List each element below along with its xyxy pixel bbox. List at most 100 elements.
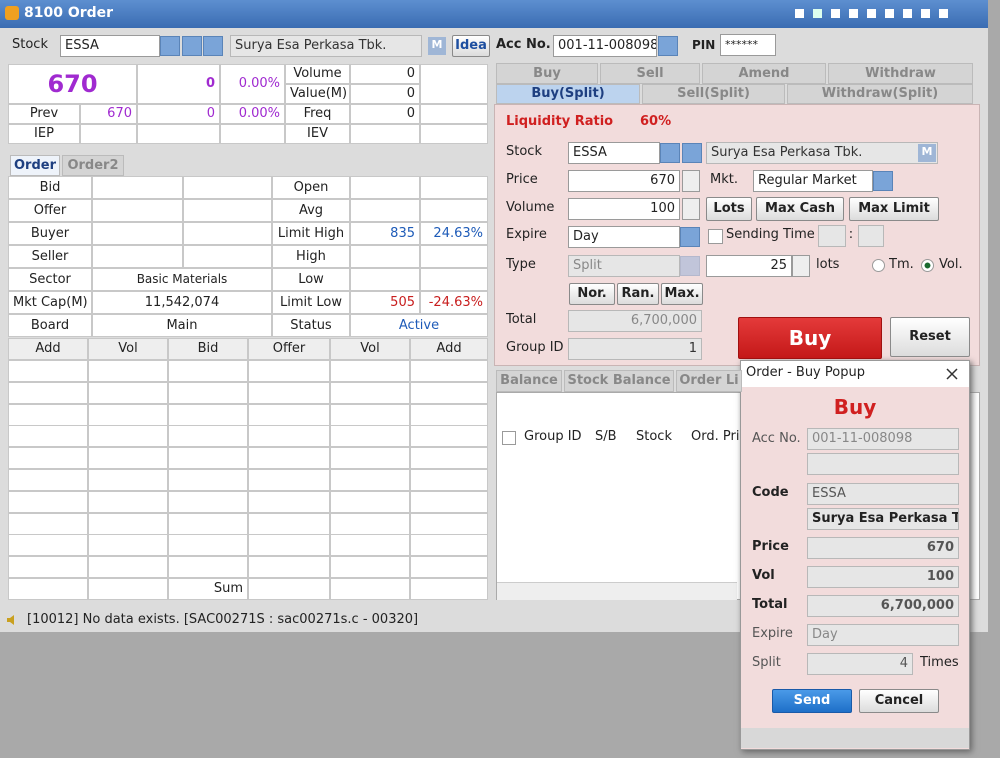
price: 670: [807, 537, 959, 559]
info-tabs[interactable]: Order2: [62, 155, 124, 176]
reset-button[interactable]: Reset: [890, 317, 970, 357]
cell: [330, 469, 410, 491]
columns: Add: [8, 338, 88, 360]
row1[interactable]: Withdraw: [828, 63, 973, 84]
stock-code[interactable]: ESSA: [568, 142, 660, 164]
row2[interactable]: Buy(Split): [496, 84, 640, 104]
ran-button[interactable]: Ran.: [617, 283, 659, 305]
sum-label: Sum: [168, 578, 248, 600]
cell: [330, 578, 410, 600]
title: 8100 Order: [24, 5, 114, 21]
time-minute[interactable]: [858, 225, 884, 247]
scrollbar[interactable]: [497, 582, 737, 600]
dropdown[interactable]: [680, 256, 700, 276]
pin[interactable]: ******: [720, 34, 776, 56]
window-buttons[interactable]: [795, 9, 955, 19]
row2[interactable]: Withdraw(Split): [787, 84, 973, 104]
row1[interactable]: Sell: [600, 63, 700, 84]
spinner[interactable]: [792, 255, 810, 277]
price[interactable]: 670: [568, 170, 680, 192]
nor-button[interactable]: Nor.: [569, 283, 615, 305]
acc-no[interactable]: 001-11-008098: [553, 35, 657, 57]
freq: 0: [350, 104, 420, 124]
search[interactable]: [682, 143, 702, 163]
label2: Avg: [272, 199, 350, 222]
split-label: Split: [752, 655, 781, 670]
volume-label: Volume: [285, 64, 350, 84]
lots-button[interactable]: Lots: [706, 197, 752, 221]
cell: [8, 490, 88, 513]
spinner[interactable]: [682, 170, 700, 192]
cell: [88, 578, 168, 600]
change-pct: 0.00%: [220, 64, 285, 104]
type[interactable]: Split: [568, 255, 680, 277]
cell: [168, 512, 248, 535]
box: [807, 453, 959, 475]
dropdown[interactable]: [680, 227, 700, 247]
lower-tabs[interactable]: Order Li: [676, 370, 742, 392]
send-button[interactable]: Send: [772, 689, 852, 713]
dropdown[interactable]: [658, 36, 678, 56]
cell: [92, 199, 183, 222]
last: 670: [8, 64, 137, 104]
cell: [248, 578, 330, 600]
spinner[interactable]: [682, 198, 700, 220]
cell: [248, 556, 330, 579]
radio[interactable]: [872, 259, 885, 272]
lower-tabs[interactable]: Balance: [496, 370, 562, 392]
stock-name: Surya Esa Perkasa Tbk.: [706, 142, 938, 164]
buy-button[interactable]: Buy: [738, 317, 882, 359]
change: 0: [137, 64, 220, 104]
cell: [88, 403, 168, 426]
volume[interactable]: 100: [568, 198, 680, 220]
radio[interactable]: [921, 259, 934, 272]
stock-name: Surya Esa Perkasa Tbk.: [230, 35, 422, 57]
market[interactable]: Regular Market: [753, 170, 873, 192]
liquidity-label: Liquidity Ratio: [506, 114, 614, 129]
dropdown[interactable]: [160, 36, 180, 56]
cell: [420, 64, 488, 104]
tm-label: Tm.: [889, 257, 914, 272]
market-badge: M: [428, 37, 446, 55]
cell: [8, 469, 88, 491]
cell: [420, 199, 488, 222]
info-tabs[interactable]: Order: [10, 155, 60, 176]
checkbox[interactable]: [502, 431, 516, 445]
checkbox[interactable]: [708, 229, 723, 244]
cell: [410, 381, 488, 404]
time-hour[interactable]: [818, 225, 846, 247]
idea[interactable]: Idea: [452, 35, 490, 57]
row1[interactable]: Amend: [702, 63, 826, 84]
label: Offer: [8, 199, 92, 222]
cell: [410, 403, 488, 426]
row1[interactable]: Buy: [496, 63, 598, 84]
popup-close[interactable]: [944, 366, 960, 382]
cancel-button[interactable]: Cancel: [859, 689, 939, 713]
lower-tabs[interactable]: Stock Balance: [564, 370, 674, 392]
split-unit: Times: [920, 655, 959, 670]
favorite[interactable]: [203, 36, 223, 56]
max-button[interactable]: Max.: [661, 283, 703, 305]
row2[interactable]: Sell(Split): [642, 84, 785, 104]
volume: 0: [350, 64, 420, 84]
cell: [350, 268, 420, 291]
search[interactable]: [182, 36, 202, 56]
max-cash-button[interactable]: Max Cash: [756, 197, 844, 221]
cell: [183, 176, 272, 199]
cell: [88, 534, 168, 557]
max-limit-button[interactable]: Max Limit: [849, 197, 939, 221]
dropdown[interactable]: [873, 171, 893, 191]
expire[interactable]: Day: [568, 226, 680, 248]
cell: [88, 447, 168, 470]
title: Order - Buy Popup: [746, 365, 865, 380]
dropdown[interactable]: [660, 143, 680, 163]
split-lots[interactable]: 25: [706, 255, 792, 277]
cell: [168, 469, 248, 491]
cell: [248, 360, 330, 382]
stock-code[interactable]: ESSA: [60, 35, 160, 57]
cell: [8, 534, 88, 557]
cell: [410, 556, 488, 579]
pin-label: PIN: [692, 38, 716, 52]
cell: [8, 512, 88, 535]
